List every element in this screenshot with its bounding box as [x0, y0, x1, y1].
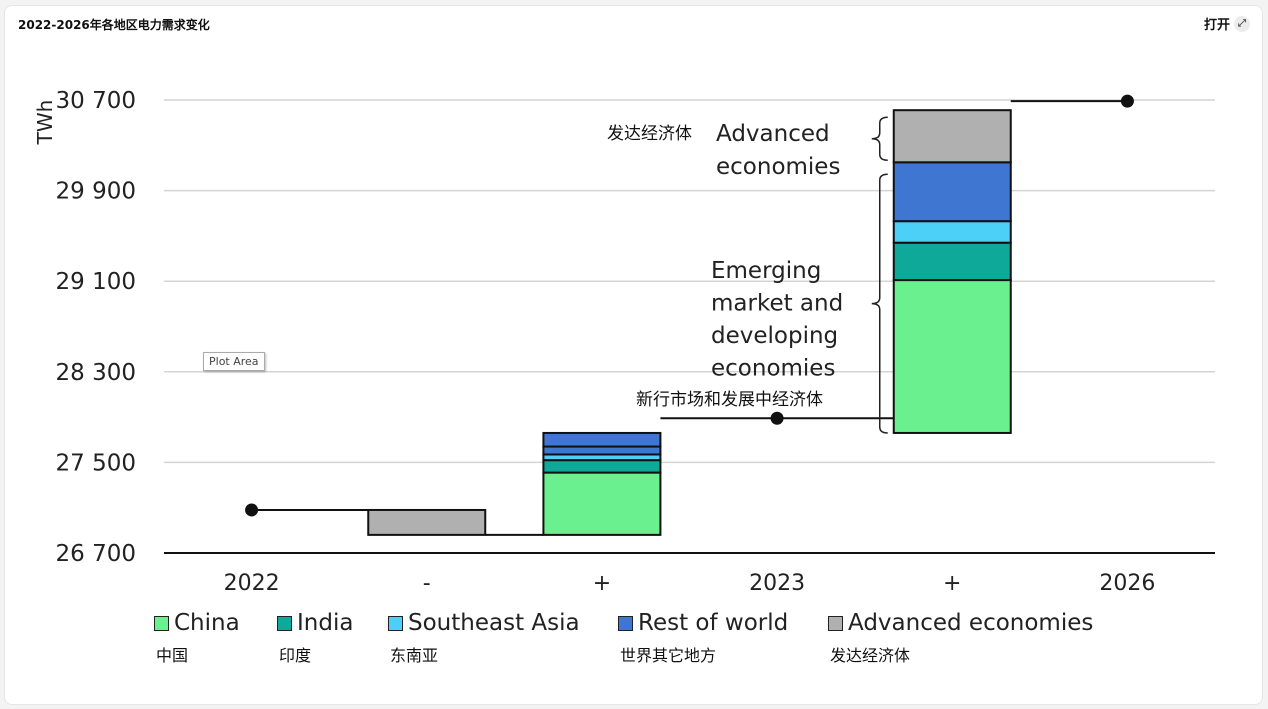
bar-segment-rest-of-world [542, 445, 662, 456]
legend-item-china: China 中国 [154, 610, 240, 666]
advanced-brace [871, 116, 888, 162]
legend-label-china: China [174, 610, 240, 636]
advanced-annotation-line: economies [716, 154, 840, 180]
bar-segment-china [542, 471, 662, 536]
legend-label-advanced-economies: Advanced economies [848, 610, 1094, 636]
emerging-annotation-line: Emerging [711, 258, 821, 284]
legend-item-advanced-economies: Advanced economies 发达经济体 [828, 610, 1093, 666]
legend-label-southeast-asia: Southeast Asia [408, 610, 580, 636]
total-point [770, 411, 784, 425]
legend-swatch-rest-of-world [618, 615, 633, 631]
legend-label-rest-of-world: Rest of world [638, 610, 789, 636]
x-tick-label: + [943, 571, 961, 596]
legend-label-india-cn: 印度 [279, 646, 312, 665]
legend-item-southeast-asia: Southeast Asia 东南亚 [388, 610, 580, 666]
total-point [1120, 94, 1134, 108]
y-tick-label: 26 700 [56, 541, 136, 567]
advanced-annotation-cn: 发达经济体 [607, 124, 692, 144]
x-tick-label: - [423, 571, 431, 596]
x-tick-label: + [593, 571, 611, 596]
legend-label-india: India [297, 610, 354, 636]
y-tick-label: 29 900 [56, 179, 136, 205]
x-tick-label: 2026 [1099, 571, 1155, 596]
legend-label-advanced-economies-cn: 发达经济体 [830, 646, 911, 665]
bar-segment-india [892, 241, 1012, 282]
emerging-brace [871, 173, 888, 434]
bar-segment-china [892, 279, 1012, 434]
legend-item-rest-of-world: Rest of world 世界其它地方 [618, 610, 788, 666]
bar-segment-advanced-economies [892, 109, 1012, 164]
y-tick-label: 27 500 [56, 450, 136, 476]
y-tick-label: 28 300 [56, 360, 136, 386]
expand-arrow-icon: ⤢ [1234, 15, 1250, 32]
bar-segment-advanced-economies [367, 508, 487, 536]
y-tick-label: 30 700 [56, 88, 136, 114]
total-point [245, 503, 259, 517]
legend-swatch-china [154, 615, 169, 631]
legend-item-india: India 印度 [277, 610, 353, 666]
y-axis-label: TWh [33, 100, 57, 146]
open-button[interactable]: 打开 ⤢ [1204, 14, 1250, 33]
bar-segment-rest-of-world [542, 431, 662, 448]
emerging-annotation-line: developing [711, 323, 838, 349]
bar-segment-india [542, 459, 662, 474]
advanced-annotation-line: Advanced [716, 121, 830, 147]
y-tick-label: 29 100 [56, 269, 136, 295]
legend-label-china-cn: 中国 [156, 646, 189, 665]
legend-swatch-southeast-asia [388, 615, 403, 631]
legend: China 中国 India 印度 Southeast Asia 东南亚 Res… [150, 610, 1150, 666]
bar-segment-rest-of-world [892, 161, 1012, 223]
legend-swatch-advanced-economies [828, 615, 843, 631]
plot-area-tooltip: Plot Area [203, 352, 265, 371]
emerging-annotation-line: market and [711, 291, 843, 317]
chart-title: 2022-2026年各地区电力需求变化 [18, 18, 210, 32]
x-tick-label: 2023 [749, 571, 805, 596]
emerging-annotation-cn: 新行市场和发展中经济体 [636, 390, 823, 410]
open-button-label: 打开 [1203, 18, 1230, 33]
x-tick-label: 2022 [224, 571, 280, 596]
legend-swatch-india [277, 615, 292, 631]
legend-label-rest-of-world-cn: 世界其它地方 [620, 646, 717, 665]
emerging-annotation-line: economies [711, 356, 835, 382]
bar-segment-southeast-asia [892, 220, 1012, 244]
legend-label-southeast-asia-cn: 东南亚 [390, 646, 439, 665]
